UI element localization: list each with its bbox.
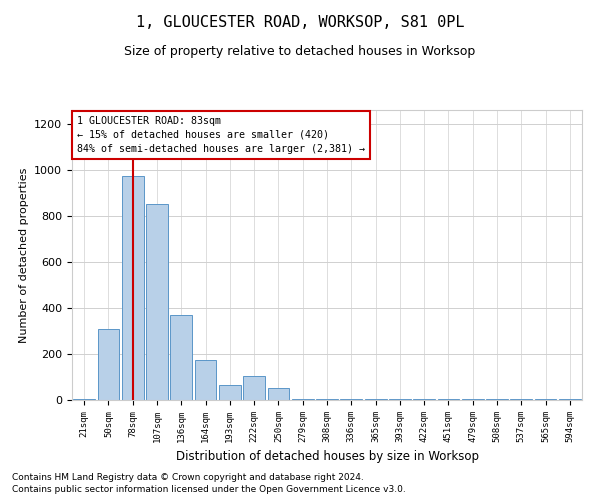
Bar xyxy=(170,315,192,400)
Bar xyxy=(122,176,143,400)
Bar xyxy=(97,328,119,400)
Bar xyxy=(219,385,241,400)
Bar xyxy=(243,376,265,400)
Y-axis label: Number of detached properties: Number of detached properties xyxy=(19,168,29,342)
Bar xyxy=(194,360,217,400)
Text: 1, GLOUCESTER ROAD, WORKSOP, S81 0PL: 1, GLOUCESTER ROAD, WORKSOP, S81 0PL xyxy=(136,15,464,30)
X-axis label: Distribution of detached houses by size in Worksop: Distribution of detached houses by size … xyxy=(176,450,479,464)
Bar xyxy=(268,388,289,400)
Text: Contains HM Land Registry data © Crown copyright and database right 2024.: Contains HM Land Registry data © Crown c… xyxy=(12,472,364,482)
Text: 1 GLOUCESTER ROAD: 83sqm
← 15% of detached houses are smaller (420)
84% of semi-: 1 GLOUCESTER ROAD: 83sqm ← 15% of detach… xyxy=(77,116,365,154)
Text: Size of property relative to detached houses in Worksop: Size of property relative to detached ho… xyxy=(124,45,476,58)
Text: Contains public sector information licensed under the Open Government Licence v3: Contains public sector information licen… xyxy=(12,485,406,494)
Bar xyxy=(146,204,168,400)
